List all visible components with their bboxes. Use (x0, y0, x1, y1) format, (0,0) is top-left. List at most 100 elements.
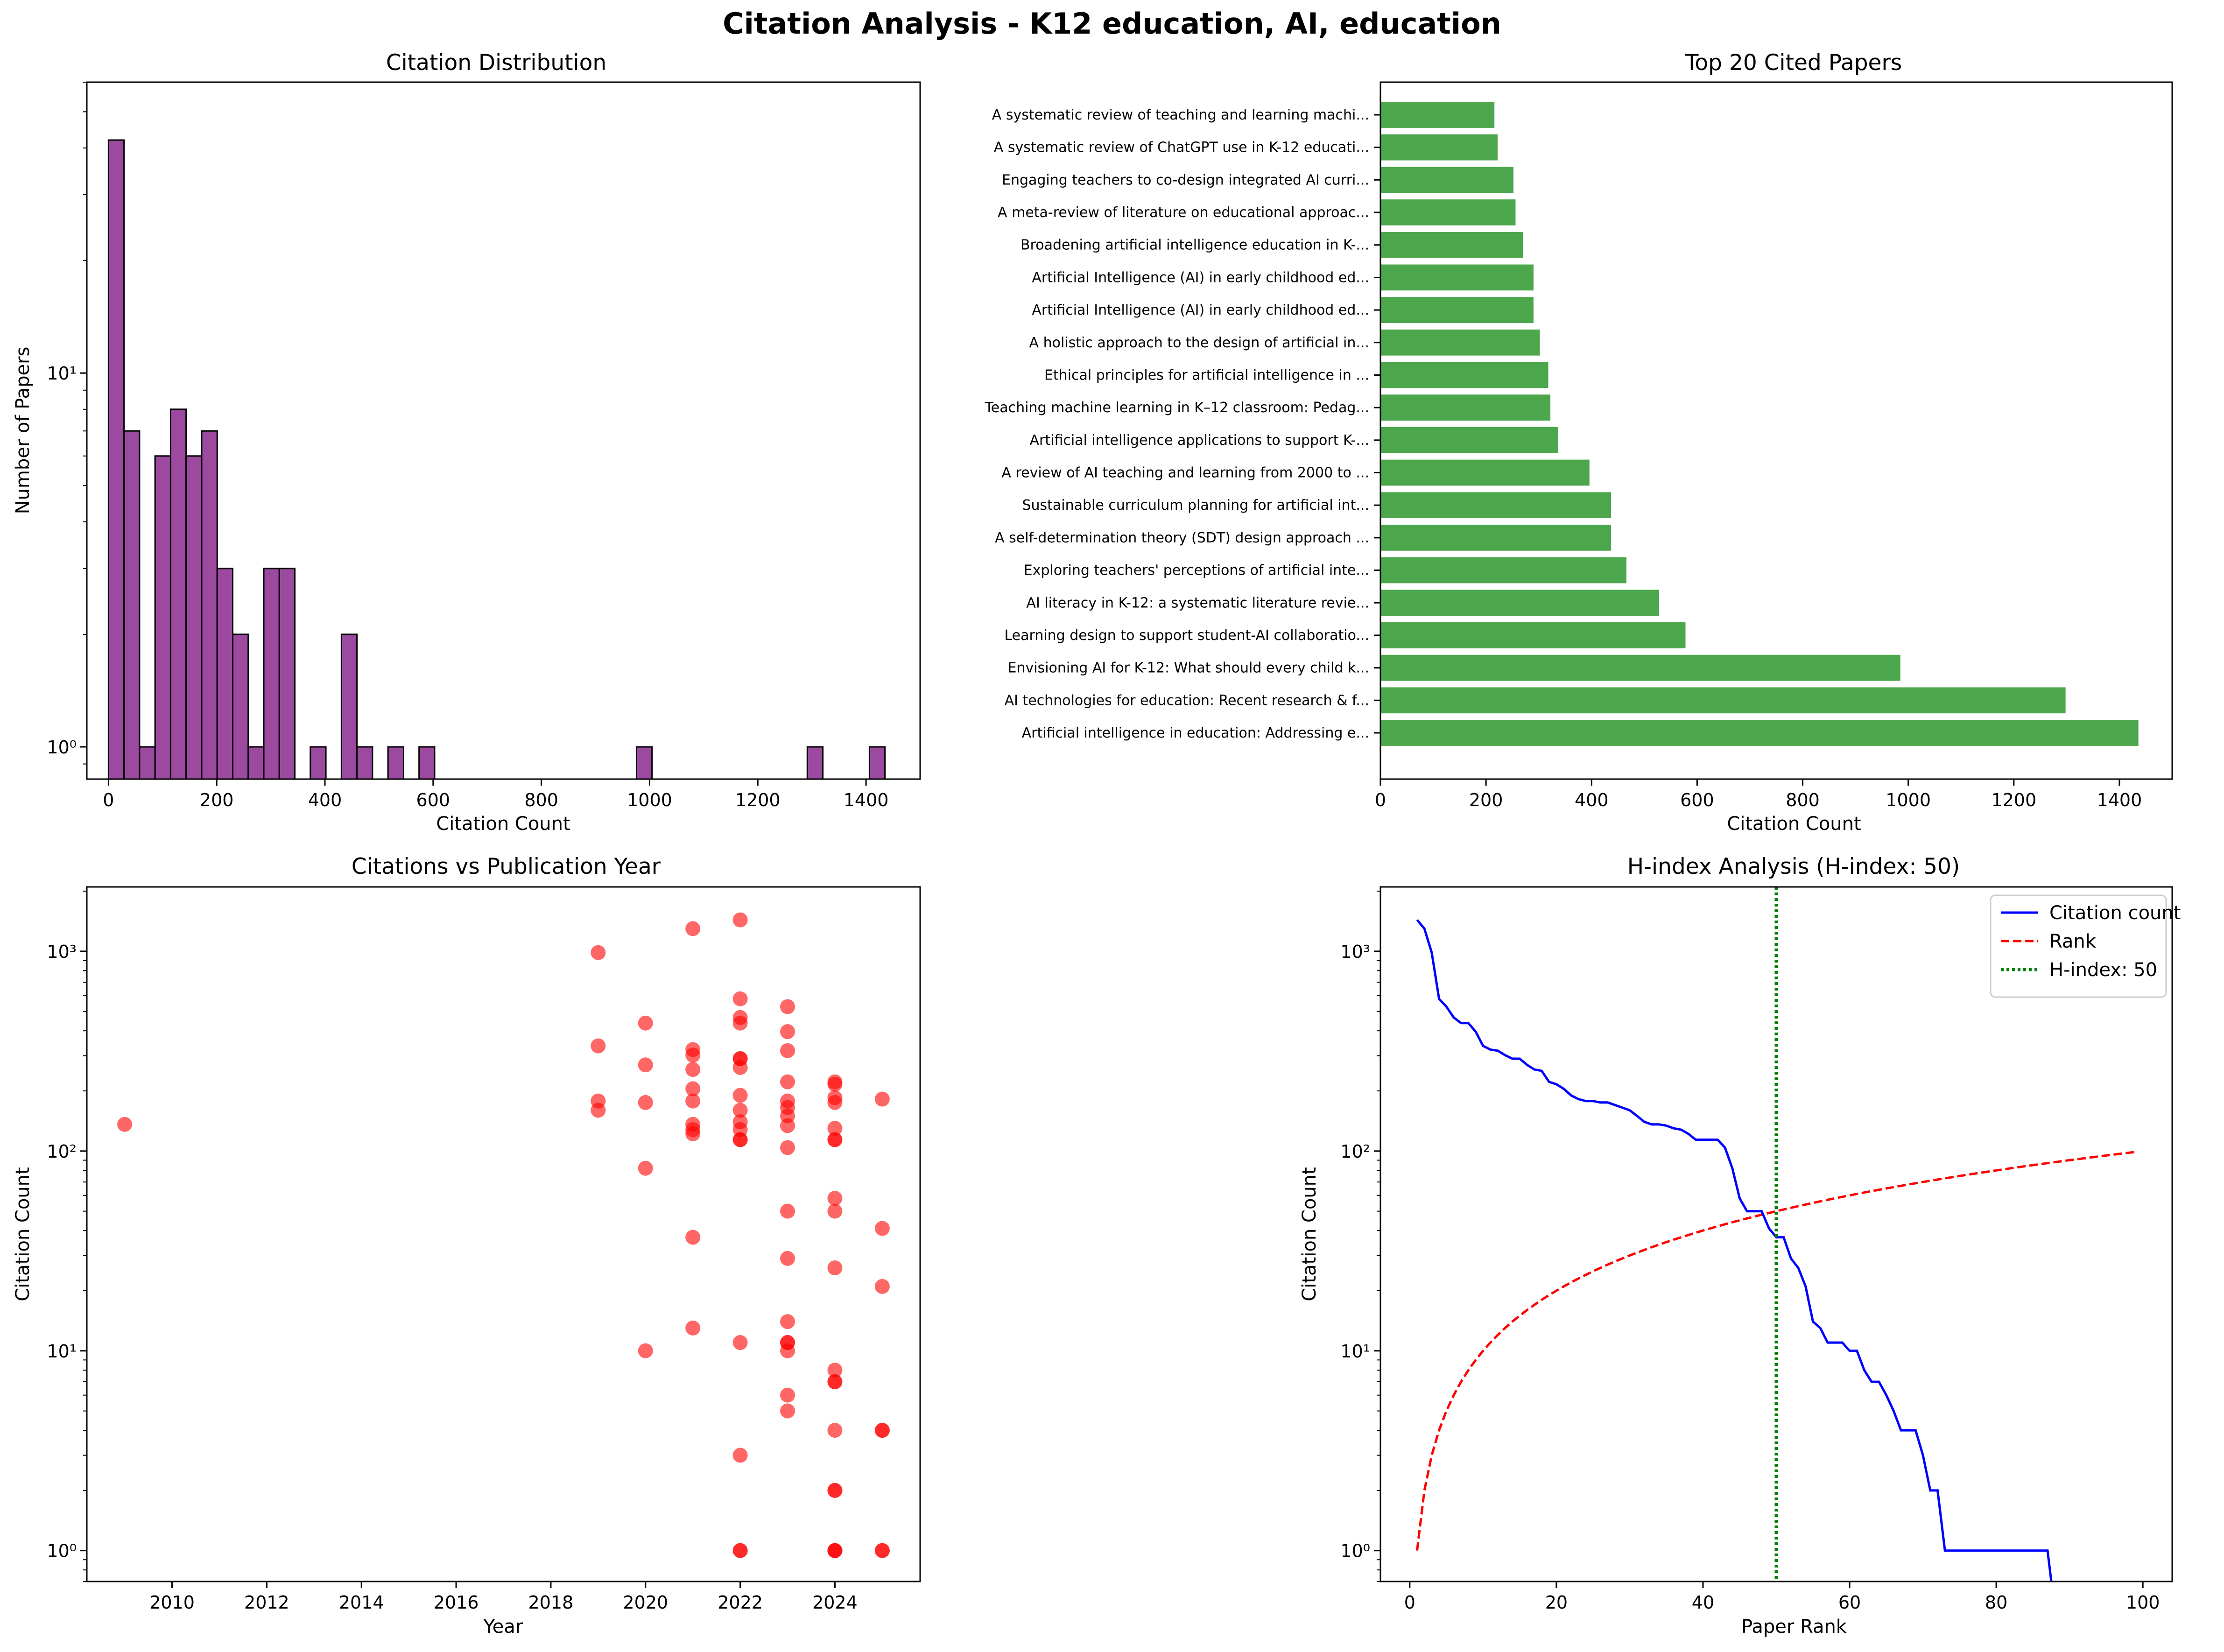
scatter-point (874, 1279, 890, 1294)
scatter-point (827, 1191, 843, 1206)
hindex-x-label: Paper Rank (1741, 1616, 1847, 1638)
histogram-bar (232, 633, 249, 780)
scatter-point (874, 1091, 890, 1107)
x-tick-label: 2010 (149, 1592, 195, 1613)
histogram-bar (278, 568, 296, 780)
scatter-point (638, 1095, 653, 1110)
x-tick-label: 600 (1680, 790, 1714, 810)
top20-x-ticks: 0 200 400 600 800 1000 1200 1400 (1375, 779, 2142, 810)
x-tick-label: 0 (103, 790, 114, 810)
histogram-bars (107, 139, 886, 780)
top20-bar (1380, 167, 1513, 193)
scatter-point (732, 1088, 748, 1103)
top20-bar (1380, 687, 2066, 714)
paper-title-label: Artificial intelligence in education: Ad… (1022, 725, 1369, 741)
histogram-bar (806, 746, 824, 780)
scatter-point (780, 1251, 795, 1266)
scatter-y-ticks: 10⁰ 10¹ 10² 10³ (47, 891, 87, 1582)
top20-bar (1380, 557, 1626, 583)
top20-panel: Top 20 Cited Papers 0 200 400 600 800 1000 120… (985, 50, 2173, 835)
y-tick-label: 10⁰ (47, 1541, 77, 1561)
scatter-point (685, 1321, 701, 1336)
scatter-point (827, 1203, 843, 1219)
x-tick-label: 800 (1786, 790, 1820, 810)
legend-label-rank: Rank (2049, 931, 2097, 952)
x-tick-label: 1000 (627, 790, 672, 810)
scatter-point (780, 1074, 795, 1090)
scatter-x-ticks: 2010 2012 2014 2016 2018 2020 2022 2024 (149, 1582, 858, 1613)
top20-bar (1380, 102, 1495, 128)
histogram-bar (635, 746, 653, 780)
histogram-bar (201, 430, 218, 780)
scatter-y-label: Citation Count (12, 1167, 34, 1301)
scatter-point (638, 1160, 653, 1176)
histogram-bar (216, 568, 233, 780)
y-tick-label: 10² (1340, 1141, 1370, 1162)
paper-title-label: Sustainable curriculum planning for arti… (1022, 497, 1369, 513)
paper-title-label: Envisioning AI for K-12: What should eve… (1008, 660, 1370, 676)
scatter-point (874, 1221, 890, 1236)
scatter-point (732, 1448, 748, 1463)
histogram-bar (247, 746, 265, 780)
top20-bar (1380, 329, 1540, 356)
legend-box (1990, 894, 2167, 998)
histogram-x-ticks: 0 200 400 600 800 1000 1200 1400 (103, 779, 888, 810)
x-tick-label: 2022 (718, 1592, 763, 1613)
scatter-point (685, 1126, 701, 1141)
y-tick-label: 10³ (1340, 942, 1370, 962)
paper-title-label: AI technologies for education: Recent re… (1005, 692, 1369, 709)
histogram-y-ticks: 10⁰ 10¹ (47, 82, 87, 765)
histogram-bar (310, 746, 327, 780)
scatter-point (732, 1103, 748, 1118)
y-tick-label: 10¹ (1340, 1341, 1370, 1362)
x-tick-label: 200 (200, 790, 234, 810)
top20-bar (1380, 622, 1686, 648)
scatter-panel: Citations vs Publication Year 2010 2012 20… (12, 854, 921, 1638)
paper-title-label: Ethical principles for artificial intell… (1044, 367, 1369, 383)
legend-label-hindex: H-index: 50 (2049, 959, 2157, 981)
histogram-bar (356, 746, 373, 780)
scatter-point (732, 1335, 748, 1350)
paper-title-label: Engaging teachers to co-design integrate… (1002, 172, 1369, 188)
top20-title: Top 20 Cited Papers (1685, 50, 1902, 76)
scatter-point (685, 1093, 701, 1109)
x-tick-label: 100 (2126, 1592, 2160, 1613)
scatter-point (827, 1483, 843, 1498)
scatter-point (780, 1203, 795, 1219)
scatter-title: Citations vs Publication Year (352, 854, 661, 879)
x-tick-label: 600 (416, 790, 450, 810)
top20-bar (1380, 297, 1534, 323)
top20-bar (1380, 134, 1498, 161)
x-tick-label: 2024 (812, 1592, 858, 1613)
scatter-point (827, 1363, 843, 1378)
x-tick-label: 0 (1404, 1592, 1415, 1613)
scatter-point (591, 945, 606, 960)
hindex-title: H-index Analysis (H-index: 50) (1627, 854, 1960, 879)
scatter-point (732, 912, 748, 928)
scatter-point (685, 921, 701, 936)
scatter-point (591, 1103, 606, 1118)
x-tick-label: 2012 (244, 1592, 289, 1613)
hindex-frame (1379, 886, 2173, 1582)
scatter-point (827, 1095, 843, 1110)
scatter-point (827, 1543, 843, 1558)
rank-line (1416, 1151, 2136, 1551)
histogram-x-label: Citation Count (436, 813, 570, 835)
top20-bar (1380, 199, 1516, 225)
top20-bar (1380, 720, 2139, 746)
histogram-bar (185, 455, 203, 780)
histogram-bar (154, 455, 171, 780)
top20-bar (1380, 654, 1900, 681)
x-tick-label: 0 (1375, 790, 1386, 810)
scatter-point (780, 1343, 795, 1358)
x-tick-label: 60 (1838, 1592, 1861, 1613)
hindex-y-label: Citation Count (1299, 1167, 1320, 1301)
citation-count-line (1416, 919, 2053, 1582)
scatter-point (827, 1374, 843, 1390)
paper-title-label: A self-determination theory (SDT) design… (995, 530, 1369, 546)
top20-bar (1380, 264, 1534, 291)
scatter-point (827, 1260, 843, 1276)
paper-title-label: Artificial Intelligence (AI) in early ch… (1032, 269, 1369, 286)
